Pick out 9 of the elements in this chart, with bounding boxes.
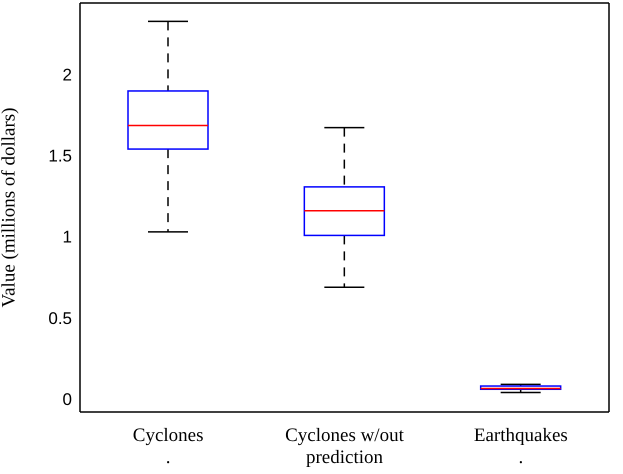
y-tick-label: 1	[62, 228, 72, 247]
x-tick-label: Earthquakes .	[474, 425, 568, 468]
x-tick-label: Cyclones w/out prediction	[285, 425, 405, 468]
y-tick-label: 1.5	[48, 146, 72, 166]
y-tick-label: 0.5	[48, 308, 72, 328]
y-tick-label: 0	[62, 390, 72, 410]
y-axis-title: Value (millions of dollars)	[0, 108, 20, 308]
y-tick-label: 2	[62, 65, 72, 84]
x-tick-label: Cyclones .	[132, 425, 204, 468]
